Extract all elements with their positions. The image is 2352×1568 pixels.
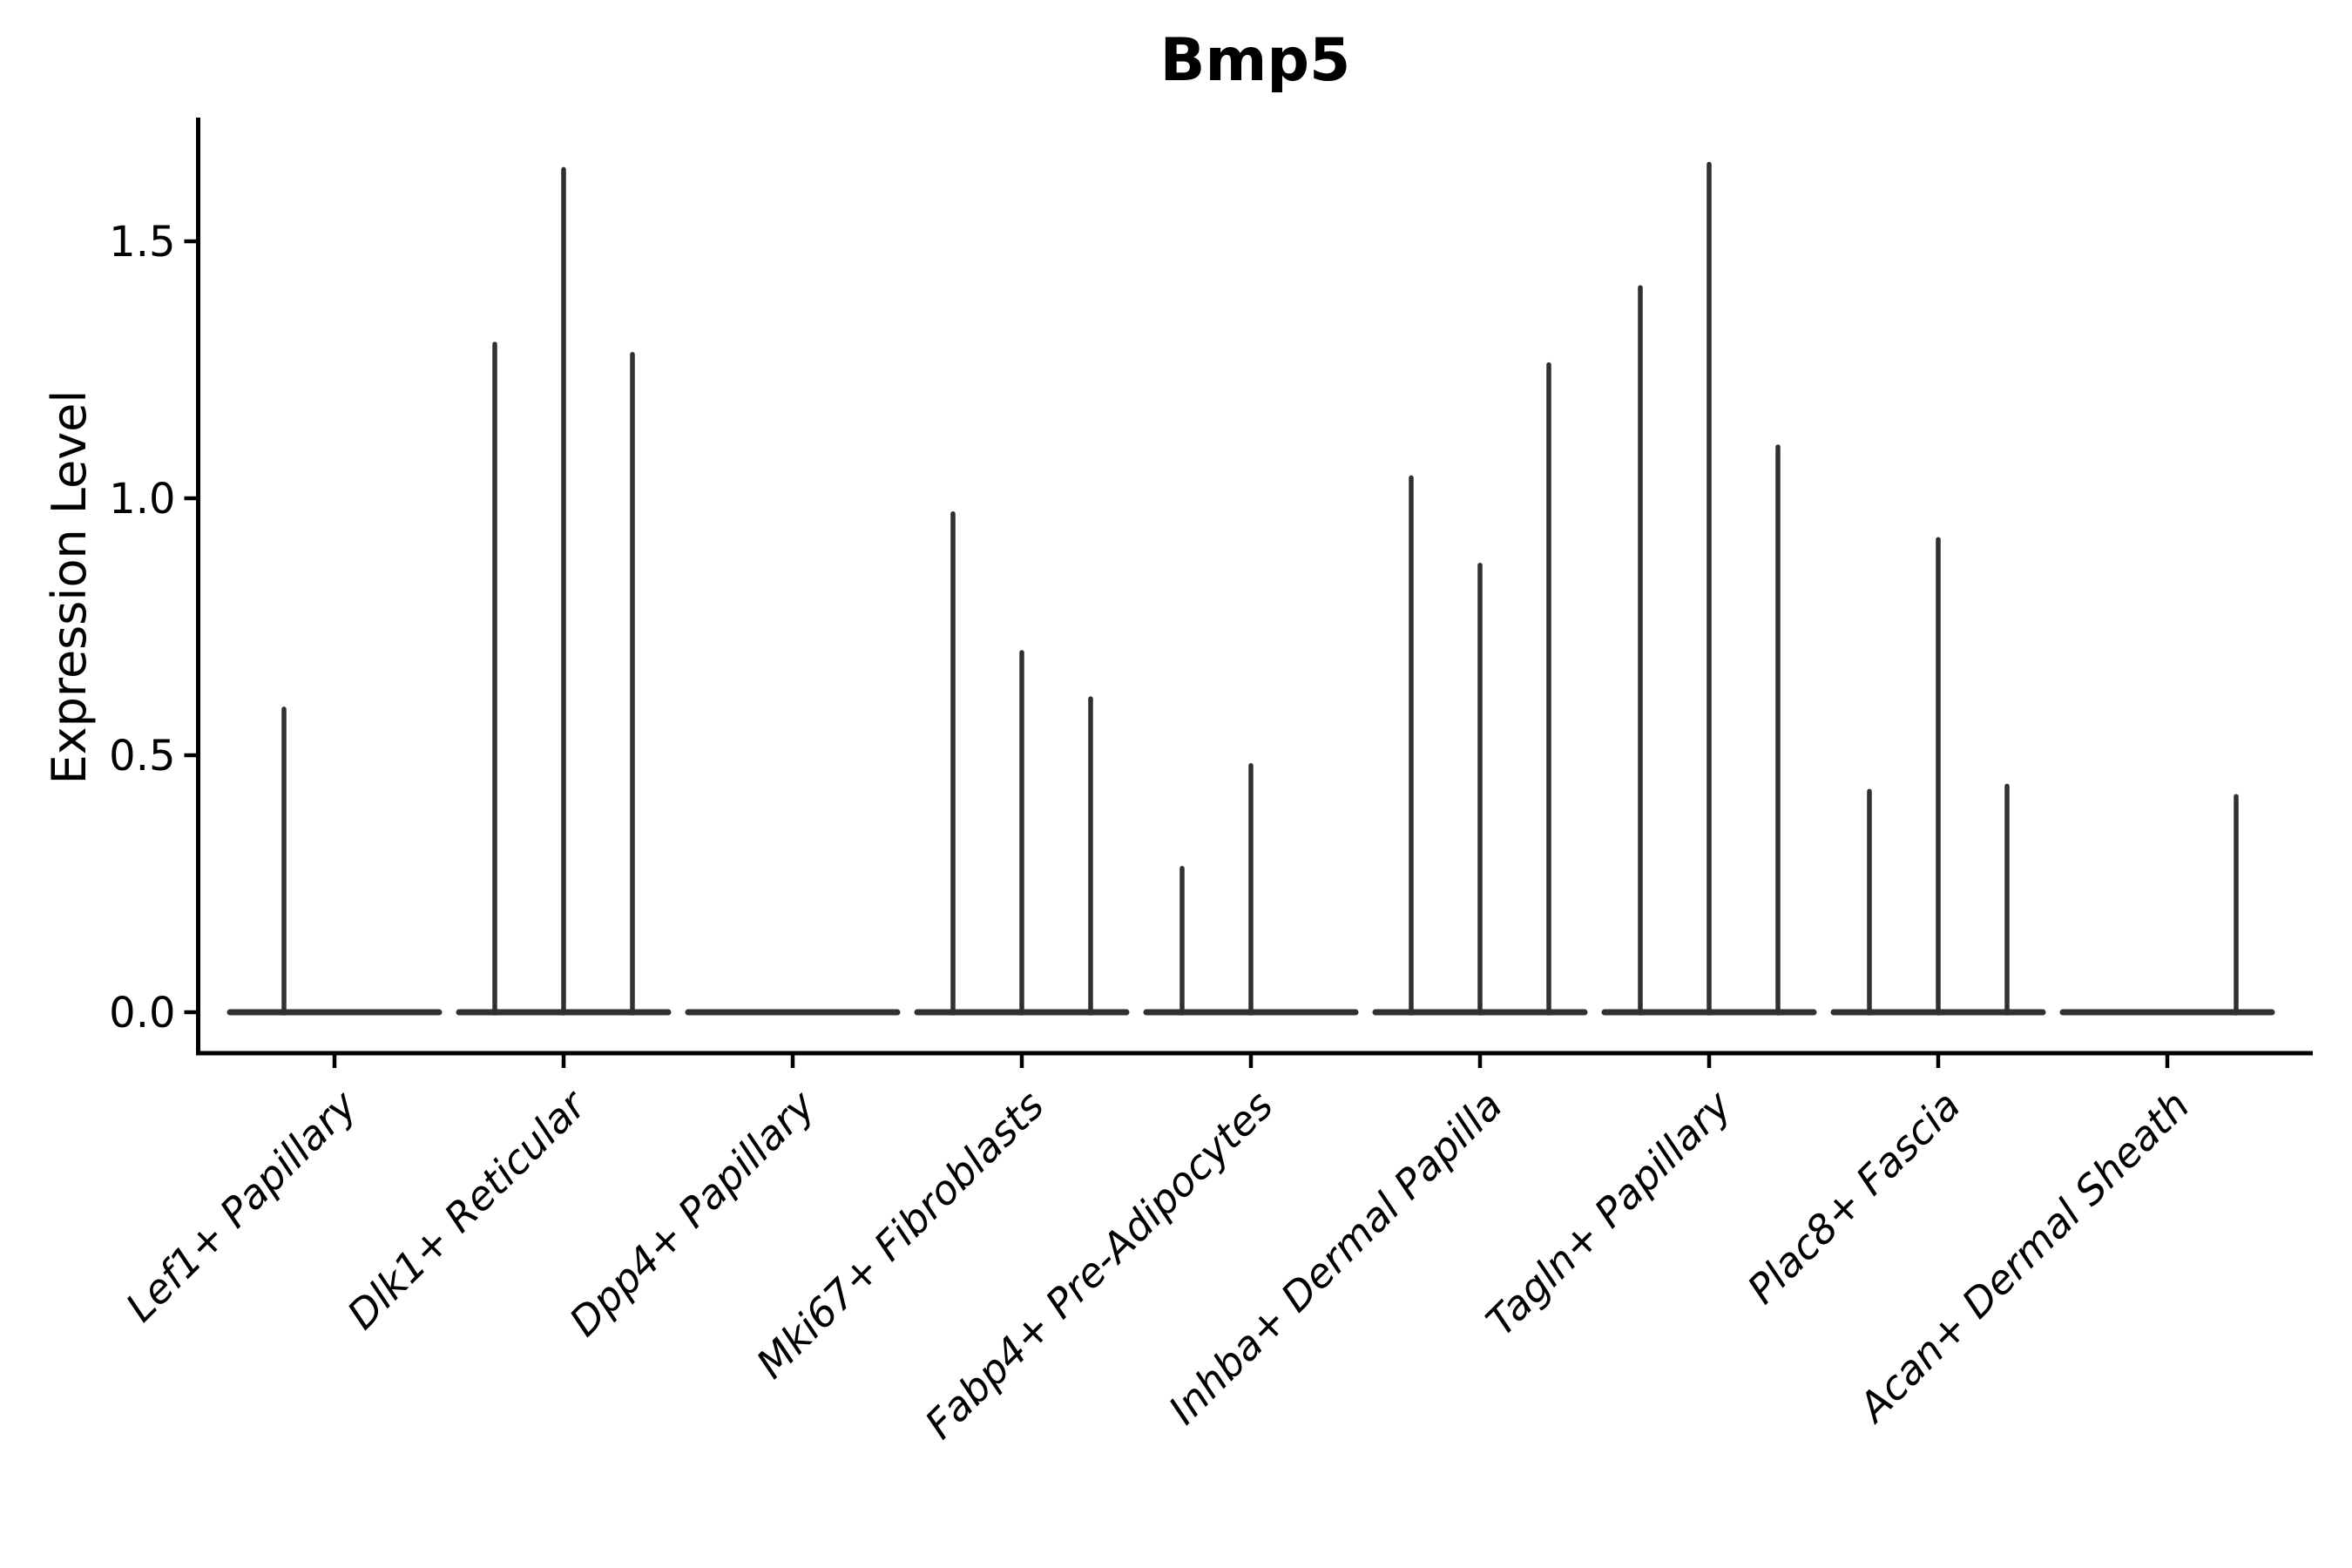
- y-tick-label: 1.0: [109, 475, 175, 524]
- category-label: Dlk1+ Reticular: [338, 1079, 597, 1338]
- y-tick-label: 0.5: [109, 732, 175, 781]
- category-label: Tagln+ Papillary: [1477, 1081, 1740, 1345]
- chart-title: Bmp5: [1159, 26, 1351, 95]
- category-label: Plac8+ Fascia: [1738, 1082, 1969, 1313]
- category-label: Dpp4+ Papillary: [560, 1081, 824, 1345]
- y-tick-label: 1.5: [109, 218, 175, 267]
- category-label: Lef1+ Papillary: [117, 1081, 366, 1330]
- y-tick-label: 0.0: [109, 989, 175, 1037]
